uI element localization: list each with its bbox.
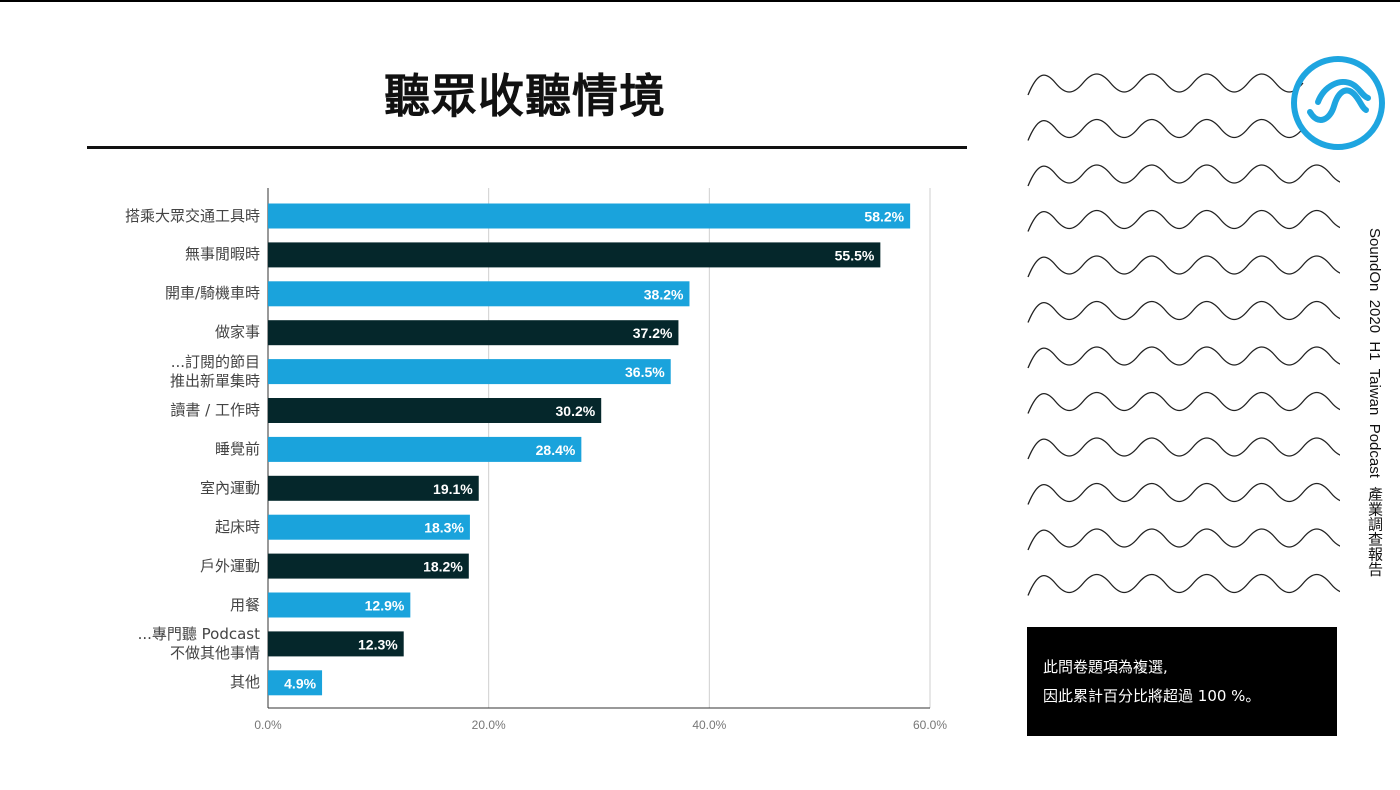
bar	[268, 553, 469, 579]
category-label: 讀書 / 工作時	[170, 401, 260, 419]
wave-line	[1027, 255, 1340, 278]
bar	[268, 592, 411, 618]
bar-value-label: 12.9%	[365, 598, 405, 614]
bar-value-label: 18.3%	[424, 520, 464, 536]
category-label: 用餐	[229, 595, 260, 614]
title-rule	[87, 146, 967, 149]
note-line-2: 因此累計百分比將超過 100 %。	[1043, 687, 1261, 705]
wave-line	[1027, 164, 1340, 187]
wave-line	[1027, 528, 1340, 551]
category-label: ...專門聽 Podcast 不做其他事情	[137, 624, 260, 662]
wave-line	[1027, 73, 1304, 96]
bar-value-label: 19.1%	[433, 481, 473, 497]
wave-line	[1027, 573, 1340, 596]
bar-value-label: 12.3%	[358, 636, 398, 652]
bar-value-label: 55.5%	[835, 247, 875, 263]
category-label: 戶外運動	[199, 556, 260, 575]
category-label: 做家事	[214, 323, 260, 342]
category-label: 室內運動	[199, 478, 260, 497]
wave-line	[1027, 391, 1340, 414]
x-tick-label: 0.0%	[254, 718, 282, 732]
x-tick-label: 20.0%	[472, 718, 506, 732]
top-border	[0, 0, 1400, 2]
x-tick-label: 60.0%	[913, 718, 947, 732]
soundon-logo-icon	[1291, 56, 1385, 150]
bar-value-label: 38.2%	[644, 286, 684, 302]
bar-value-label: 37.2%	[633, 325, 673, 341]
bar	[268, 475, 479, 501]
page-title: 聽眾收聽情境	[384, 69, 666, 123]
bar	[268, 398, 602, 423]
category-label: 其他	[229, 673, 260, 692]
category-label: 開車/騎機車時	[164, 284, 260, 303]
category-label: 無事閒暇時	[184, 245, 260, 264]
bar	[268, 631, 404, 657]
wave-line	[1027, 209, 1340, 232]
bar-value-label: 18.2%	[423, 559, 463, 575]
bar-chart: 0.0% 20.0% 40.0% 60.0% 58.2% 55.5% 38.2% 37.2% 3…	[254, 188, 947, 732]
bar	[268, 514, 470, 540]
note-line-1: 此問卷題項為複選,	[1043, 658, 1168, 676]
wave-line	[1027, 482, 1340, 505]
report-side-title: SoundOn 2020 H1 Taiwan Podcast 產業調查報告	[1366, 228, 1383, 577]
note-box: 此問卷題項為複選, 因此累計百分比將超過 100 %。	[1027, 627, 1337, 736]
category-label: 睡覺前	[214, 439, 260, 458]
bar	[268, 359, 671, 385]
bar	[268, 436, 582, 462]
bar	[268, 670, 323, 696]
wave-line	[1027, 118, 1304, 141]
wave-line	[1027, 437, 1340, 460]
bar-value-label: 4.9%	[284, 675, 316, 691]
bar-value-label: 58.2%	[864, 209, 904, 225]
category-label: 起床時	[214, 517, 260, 536]
wave-pattern	[1027, 73, 1340, 596]
wave-line	[1027, 346, 1340, 369]
category-label: 搭乘大眾交通工具時	[124, 206, 260, 225]
bar	[268, 281, 690, 307]
bar-value-label: 36.5%	[625, 364, 665, 380]
x-tick-label: 40.0%	[692, 718, 726, 732]
bar	[268, 203, 911, 229]
category-label: ...訂閱的節目 推出新單集時	[169, 352, 260, 390]
bar	[268, 320, 679, 346]
bar-value-label: 28.4%	[536, 442, 576, 458]
bar	[268, 242, 881, 268]
wave-line	[1027, 300, 1340, 323]
bar-value-label: 30.2%	[556, 403, 596, 419]
